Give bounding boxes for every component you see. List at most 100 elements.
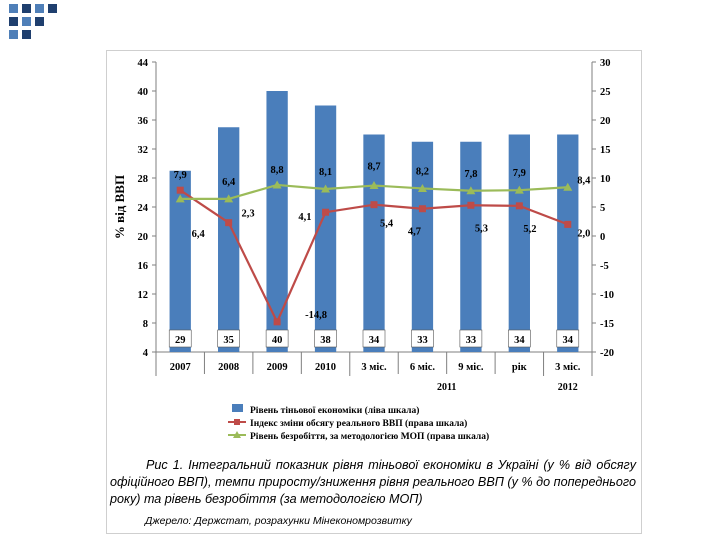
x-tick-label: 9 міс. [458,362,484,373]
left-tick-label: 24 [138,203,149,214]
x-tick-label: 2010 [315,362,336,373]
unemployment-label: 8,2 [416,166,429,177]
bar-value-label: 35 [223,335,234,346]
bar-value-box [411,329,434,348]
unemployment-label: 8,7 [367,162,380,173]
shadow-economy-bar [314,105,337,352]
figure-source: Джерело: Держстат, розрахунки Мінекономр… [145,515,412,527]
legend-swatch-bar [232,404,243,412]
unemployment-label: 8,1 [319,167,332,178]
unemployment-point [224,194,234,203]
shadow-economy-bar [266,91,288,352]
bar-value-box [459,329,483,348]
bar-value-label: 33 [417,335,428,346]
right-tick-label: -5 [600,261,609,272]
unemployment-label: 6,4 [192,229,206,240]
shadow-economy-bar [169,170,191,352]
bar-value-label: 29 [175,335,186,346]
gdp-index-label: 4,7 [408,227,421,238]
legend-label: Рівень тіньової економіки (ліва шкала) [250,405,419,416]
legend-label: Індекс зміни обсягу реального ВВП (права… [250,418,467,429]
period-group-label: 2012 [558,382,578,393]
gdp-index-point [225,219,233,227]
left-tick-label: 4 [143,348,149,359]
gdp-index-label: 2,0 [577,228,590,239]
left-tick-label: 40 [138,87,149,98]
gdp-index-label: 5,2 [523,224,536,235]
bar-value-box [265,329,289,348]
gdp-index-point [467,201,475,209]
unemployment-point [563,182,573,191]
legend-label: Рівень безробіття, за методологією МОП (… [250,431,489,442]
unemployment-point [514,185,524,194]
shadow-economy-bar [508,134,530,352]
unemployment-label: 8,4 [577,175,591,186]
unemployment-label: 8,8 [271,165,284,176]
shadow-economy-bar [557,134,579,352]
x-tick-label: 3 міс. [361,362,387,373]
y-axis-title: % від ВВП [112,175,127,239]
gdp-index-point [370,201,378,209]
right-tick-label: -20 [600,348,614,359]
unemployment-label: 7,8 [464,169,477,180]
bar-value-label: 33 [466,335,477,346]
left-tick-label: 32 [138,145,149,156]
unemployment-point [417,183,427,192]
bar-value-box [362,329,386,348]
bar-value-label: 38 [320,335,331,346]
bar-value-box [168,329,192,348]
right-tick-label: 15 [600,145,611,156]
shadow-economy-bar [363,134,385,352]
unemployment-point [272,180,282,189]
shadow-economy-bar [411,141,434,352]
x-tick-label: 2008 [218,362,239,373]
right-tick-label: -10 [600,290,614,301]
x-tick-label: 2009 [267,362,288,373]
x-tick-label: 2007 [170,362,191,373]
right-tick-label: 5 [600,203,605,214]
legend-marker-triangle [233,431,241,438]
shadow-economy-bar [218,127,240,352]
x-tick-label: 6 міс. [410,362,436,373]
unemployment-point [466,186,476,195]
unemployment-point [321,184,331,193]
gdp-index-label: 5,3 [475,223,488,234]
gdp-index-point [273,318,281,326]
right-tick-label: -15 [600,319,614,330]
gdp-index-label: 4,1 [298,212,311,223]
bar-value-label: 34 [563,335,574,346]
figure-caption: Рис 1. Інтегральний показник рівня тіньо… [110,457,636,508]
right-tick-label: 30 [600,58,611,69]
shadow-economy-bar [460,141,482,352]
gdp-index-point [322,208,330,216]
unemployment-label: 6,4 [222,177,236,188]
right-tick-label: 0 [600,232,605,243]
unemployment-point [175,194,185,203]
caption-text: Рис 1. Інтегральний показник рівня тіньо… [110,458,636,506]
gdp-index-point [515,202,523,210]
gdp-index-point [564,220,572,228]
legend-marker-square [234,419,240,425]
right-tick-label: 25 [600,87,611,98]
right-tick-label: 20 [600,116,611,127]
x-tick-label: 3 міс. [555,362,581,373]
left-tick-label: 20 [138,232,149,243]
right-tick-label: 10 [600,174,611,185]
bar-value-label: 34 [369,335,380,346]
left-tick-label: 28 [138,174,149,185]
gdp-index-label: 5,4 [380,219,394,230]
left-tick-label: 44 [138,58,149,69]
bar-value-box [314,329,337,348]
bar-value-box [508,329,531,348]
left-tick-label: 36 [138,116,149,127]
gdp-index-label: 2,3 [242,209,255,220]
gdp-index-point [176,186,184,194]
gdp-index-label: -14,8 [305,310,327,321]
bar-value-label: 34 [514,335,525,346]
gdp-index-point [418,205,426,213]
unemployment-point [369,181,379,190]
left-tick-label: 12 [138,290,149,301]
bar-value-box [217,329,240,348]
period-group-label: 2011 [437,382,456,393]
